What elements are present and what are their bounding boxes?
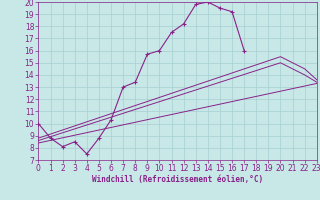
X-axis label: Windchill (Refroidissement éolien,°C): Windchill (Refroidissement éolien,°C) xyxy=(92,175,263,184)
